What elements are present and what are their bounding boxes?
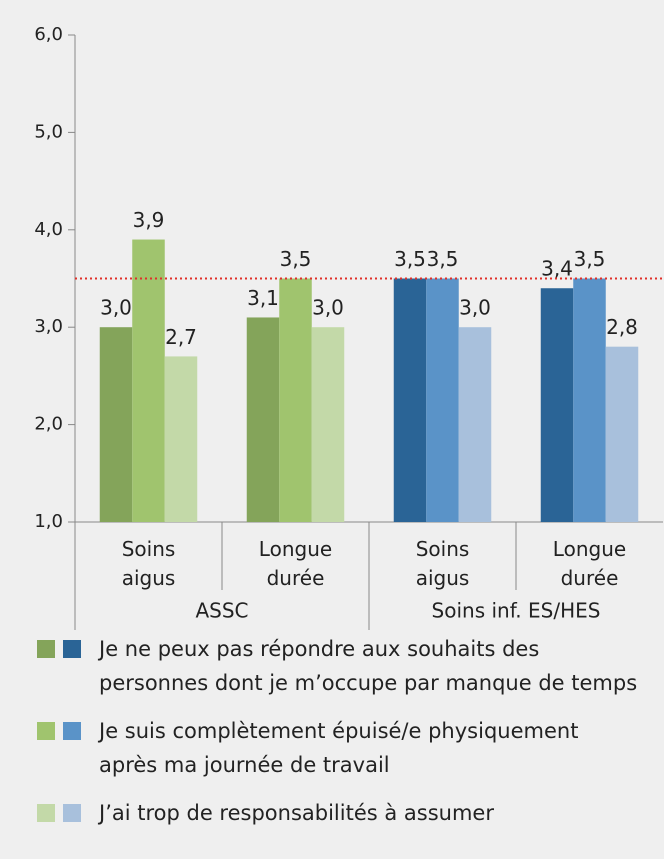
group-label: ASSC xyxy=(195,599,248,623)
x-tick-label: Longue durée xyxy=(553,537,626,590)
bar xyxy=(540,288,574,522)
value-label: 3,5 xyxy=(427,247,459,271)
bar xyxy=(132,239,165,523)
value-label: 3,0 xyxy=(459,296,491,320)
value-label: 3,5 xyxy=(280,247,312,271)
value-label: 3,5 xyxy=(394,247,426,271)
legend-swatch xyxy=(63,804,81,822)
x-tick-label: Soins aigus xyxy=(416,537,470,590)
bar xyxy=(99,327,133,522)
bar xyxy=(311,327,345,522)
value-label: 3,5 xyxy=(574,247,606,271)
value-label: 3,4 xyxy=(541,257,573,281)
y-tick-label: 6,0 xyxy=(34,24,63,45)
legend-swatch xyxy=(37,640,55,658)
legend-item: Je suis complètement épuisé/e physiqueme… xyxy=(37,714,664,782)
group-label: Soins inf. ES/HES xyxy=(432,599,601,623)
y-tick-label: 2,0 xyxy=(34,414,63,435)
legend-item: Je ne peux pas répondre aux souhaits des… xyxy=(37,632,664,700)
legend-label: Je suis complètement épuisé/e physiqueme… xyxy=(99,719,579,777)
value-label: 3,0 xyxy=(312,296,344,320)
legend-swatch xyxy=(37,722,55,740)
bar xyxy=(426,278,459,522)
bar xyxy=(573,278,606,522)
y-tick-label: 1,0 xyxy=(34,511,63,532)
bar xyxy=(605,346,639,522)
bar xyxy=(164,356,198,522)
y-tick-label: 4,0 xyxy=(34,219,63,240)
legend-swatch xyxy=(63,722,81,740)
bar xyxy=(393,278,427,522)
legend: Je ne peux pas répondre aux souhaits des… xyxy=(0,632,664,844)
value-label: 3,9 xyxy=(133,208,165,232)
legend-swatch xyxy=(63,640,81,658)
legend-label: J’ai trop de responsabilités à assumer xyxy=(99,801,494,825)
value-label: 2,7 xyxy=(165,325,197,349)
x-tick-label: Longue durée xyxy=(259,537,332,590)
legend-item: J’ai trop de responsabilités à assumer xyxy=(37,796,664,830)
bar xyxy=(279,278,312,522)
bar xyxy=(458,327,492,522)
y-tick-label: 5,0 xyxy=(34,121,63,142)
legend-label: Je ne peux pas répondre aux souhaits des… xyxy=(99,637,638,695)
bar xyxy=(246,317,280,522)
chart: 1,02,03,04,05,06,03,0 3,13,5 3,43,93,5 3,5 3… xyxy=(34,24,663,630)
value-label: 2,8 xyxy=(606,315,638,339)
value-label: 3,0 xyxy=(100,296,132,320)
legend-swatch xyxy=(37,804,55,822)
x-tick-label: Soins aigus xyxy=(122,537,176,590)
y-tick-label: 3,0 xyxy=(34,316,63,337)
value-label: 3,1 xyxy=(247,286,279,310)
